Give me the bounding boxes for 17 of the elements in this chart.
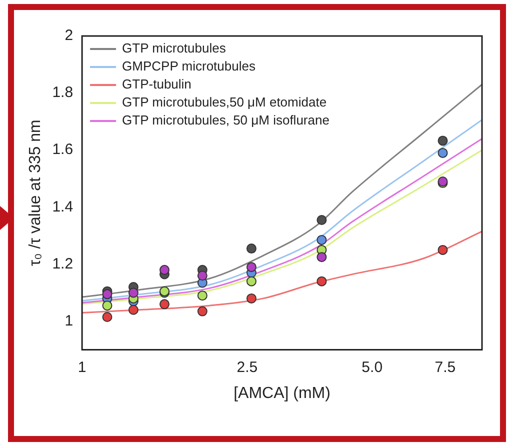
x-tick-label: 2.5 <box>236 358 258 376</box>
y-tick-label: 1.8 <box>52 84 74 102</box>
x-tick-label: 5.0 <box>362 358 383 376</box>
legend-label: GTP microtubules,50 μM etomidate <box>122 94 327 110</box>
y-tick-label: 1.2 <box>52 255 74 272</box>
legend-label: GMPCPP microtubules <box>122 58 256 74</box>
y-tick-label: 1 <box>64 312 74 330</box>
y-tick-label: 1.6 <box>52 141 74 158</box>
y-tick-label: 1.4 <box>52 198 74 216</box>
y-axis-title: τ₀ /τ value at 335 nm <box>27 120 44 266</box>
legend-label: GTP microtubules, 50 μM isoflurane <box>122 112 330 128</box>
x-axis-title: [AMCA] (mM) <box>234 384 330 402</box>
legend-label: GTP-tubulin <box>122 76 192 92</box>
x-tick-label: 7.5 <box>434 358 456 376</box>
y-tick-label: 2 <box>64 27 74 44</box>
legend-label: GTP microtubules <box>122 40 226 56</box>
x-tick-label: 1 <box>78 358 86 376</box>
